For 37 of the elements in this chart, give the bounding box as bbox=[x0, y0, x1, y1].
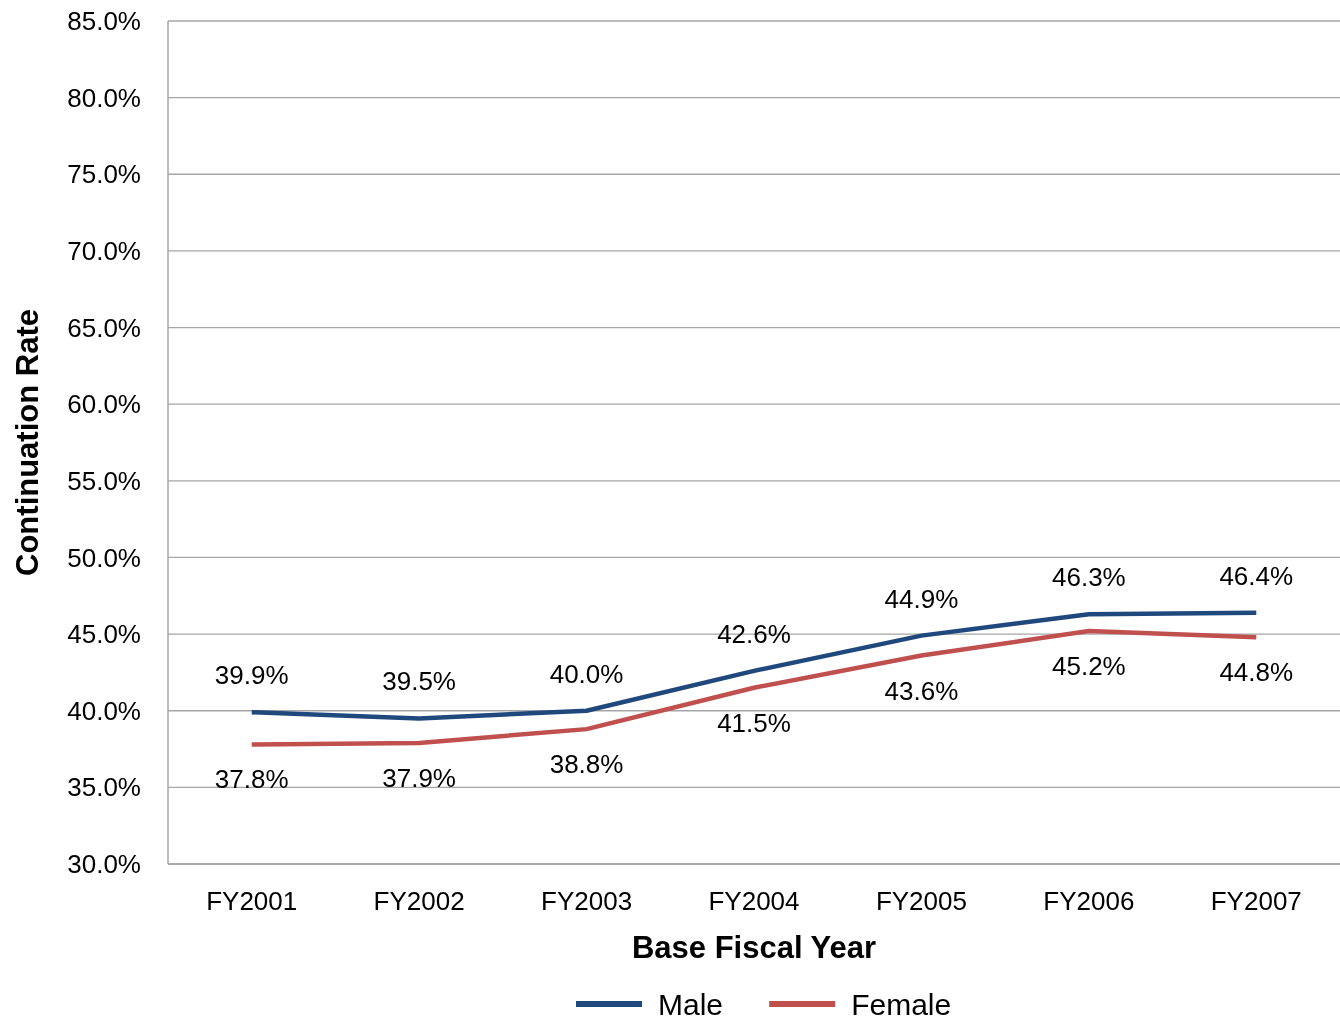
y-tick-label: 60.0% bbox=[67, 389, 141, 420]
data-label: 42.6% bbox=[717, 618, 791, 649]
data-label: 46.3% bbox=[1051, 562, 1126, 593]
data-label: 44.8% bbox=[1219, 657, 1294, 688]
data-label: 44.9% bbox=[884, 583, 959, 614]
y-tick-label: 50.0% bbox=[67, 542, 141, 573]
y-axis-title: Continuation Rate bbox=[10, 309, 45, 576]
y-tick-label: 85.0% bbox=[67, 6, 141, 37]
data-label: 41.5% bbox=[717, 707, 791, 738]
x-tick-label: FY2001 bbox=[206, 886, 298, 916]
x-tick-label: FY2003 bbox=[541, 886, 633, 916]
y-tick-label: 75.0% bbox=[67, 159, 141, 190]
x-tick-label: FY2005 bbox=[875, 886, 967, 916]
data-label: 37.9% bbox=[382, 762, 457, 793]
data-label: 39.5% bbox=[382, 666, 457, 697]
y-tick-label: 35.0% bbox=[67, 772, 141, 803]
y-tick-label: 55.0% bbox=[67, 465, 141, 496]
data-label: 45.2% bbox=[1051, 651, 1126, 682]
legend-label: Male bbox=[658, 987, 724, 1018]
legend-label: Female bbox=[851, 987, 952, 1018]
x-tick-label: FY2004 bbox=[708, 886, 800, 916]
y-tick-label: 80.0% bbox=[67, 82, 141, 113]
y-tick-label: 70.0% bbox=[67, 236, 141, 267]
x-axis-title: Base Fiscal Year bbox=[631, 930, 877, 965]
data-label: 39.9% bbox=[214, 660, 289, 691]
y-tick-label: 65.0% bbox=[67, 312, 141, 343]
data-label: 40.0% bbox=[549, 658, 624, 689]
y-tick-label: 30.0% bbox=[67, 849, 141, 880]
data-label: 43.6% bbox=[884, 675, 959, 706]
data-label: 38.8% bbox=[549, 749, 624, 780]
y-tick-label: 40.0% bbox=[67, 695, 141, 726]
x-tick-label: FY2006 bbox=[1043, 886, 1135, 916]
data-label: 37.8% bbox=[214, 764, 289, 795]
x-tick-label: FY2002 bbox=[373, 886, 465, 916]
data-label: 46.4% bbox=[1219, 560, 1294, 591]
y-tick-label: 45.0% bbox=[67, 619, 141, 650]
x-tick-label: FY2007 bbox=[1210, 886, 1302, 916]
